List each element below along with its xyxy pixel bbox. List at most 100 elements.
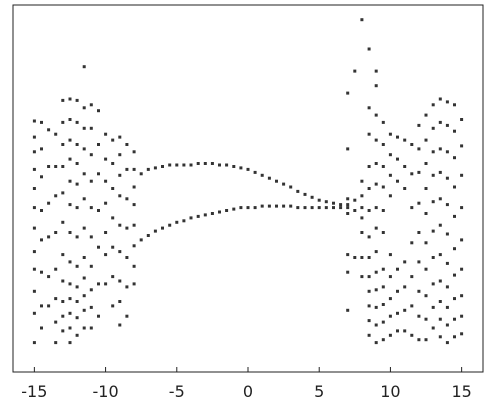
data-point	[168, 223, 172, 227]
data-point	[97, 109, 100, 113]
data-point	[346, 197, 350, 201]
data-point	[82, 106, 86, 110]
data-point	[282, 182, 286, 186]
data-point	[32, 267, 36, 271]
data-point	[68, 138, 72, 142]
data-point	[111, 187, 115, 190]
data-point	[388, 194, 392, 198]
data-point	[111, 138, 115, 142]
data-point	[453, 297, 456, 301]
data-point	[246, 206, 250, 210]
data-point	[132, 223, 136, 227]
data-point	[75, 333, 79, 337]
data-point	[139, 238, 143, 242]
data-point	[47, 275, 51, 279]
data-point	[40, 238, 43, 242]
data-point	[417, 123, 421, 127]
x-tick-label: -15	[21, 382, 47, 401]
data-point	[68, 179, 72, 183]
data-point	[445, 305, 449, 309]
data-point	[424, 317, 428, 321]
x-tick-labels: -15 -10 -5 0 5 10 15	[21, 382, 472, 401]
data-point	[267, 204, 271, 208]
data-point	[125, 226, 129, 230]
data-point	[89, 264, 93, 268]
data-point	[104, 253, 108, 257]
data-point	[367, 106, 371, 110]
data-point	[282, 204, 286, 208]
data-point	[403, 285, 407, 289]
data-point	[161, 165, 164, 168]
data-point	[47, 128, 51, 132]
data-point	[289, 204, 293, 208]
data-point	[360, 275, 364, 279]
data-point	[346, 308, 350, 312]
data-point	[75, 120, 79, 124]
data-point	[68, 297, 72, 301]
data-point	[410, 143, 414, 146]
data-point	[360, 179, 364, 183]
data-point	[104, 282, 108, 286]
data-point	[367, 304, 371, 308]
data-point	[89, 126, 93, 130]
x-tick-marks	[33, 367, 463, 372]
data-point	[438, 335, 442, 339]
data-point	[424, 212, 428, 215]
data-point	[381, 120, 385, 124]
data-point	[324, 200, 328, 204]
data-point	[54, 320, 58, 324]
data-point	[189, 163, 193, 167]
data-point	[118, 250, 122, 254]
data-point	[374, 138, 378, 142]
data-point	[353, 256, 357, 259]
data-point	[89, 153, 93, 157]
data-point	[75, 235, 79, 239]
data-point	[438, 97, 442, 101]
data-point	[47, 235, 51, 239]
data-point	[374, 69, 378, 73]
data-point	[431, 126, 435, 130]
data-point	[460, 118, 464, 121]
data-point	[367, 187, 371, 190]
data-point	[104, 179, 108, 183]
data-point	[132, 282, 136, 286]
data-point	[367, 333, 371, 337]
data-point	[396, 179, 399, 183]
data-point	[332, 201, 335, 205]
data-point	[374, 250, 378, 254]
data-point	[445, 285, 449, 289]
data-point	[54, 132, 58, 136]
data-point	[40, 270, 43, 274]
data-point	[40, 120, 43, 124]
data-point	[182, 219, 186, 223]
data-point	[75, 143, 79, 146]
data-point	[82, 65, 86, 69]
data-point	[47, 165, 51, 168]
data-point	[61, 98, 65, 102]
data-point	[68, 97, 72, 101]
data-point	[424, 162, 428, 165]
data-point	[303, 206, 307, 210]
data-point	[381, 320, 385, 324]
data-point	[374, 84, 378, 88]
data-point	[82, 147, 86, 151]
data-point	[396, 135, 399, 139]
data-point	[381, 209, 385, 212]
data-point	[40, 326, 43, 330]
data-point	[125, 256, 129, 259]
data-point	[68, 203, 72, 207]
data-point	[324, 206, 328, 210]
data-point	[438, 147, 442, 151]
data-point	[139, 172, 143, 176]
data-point	[253, 206, 257, 210]
data-point	[218, 163, 221, 167]
data-point	[381, 185, 385, 189]
data-point	[360, 18, 364, 22]
data-point	[260, 204, 264, 208]
data-point	[89, 179, 93, 183]
data-point	[189, 216, 193, 220]
x-tick-label: 5	[314, 382, 324, 401]
data-point	[97, 172, 100, 176]
data-point	[54, 194, 58, 198]
data-point	[111, 162, 115, 165]
